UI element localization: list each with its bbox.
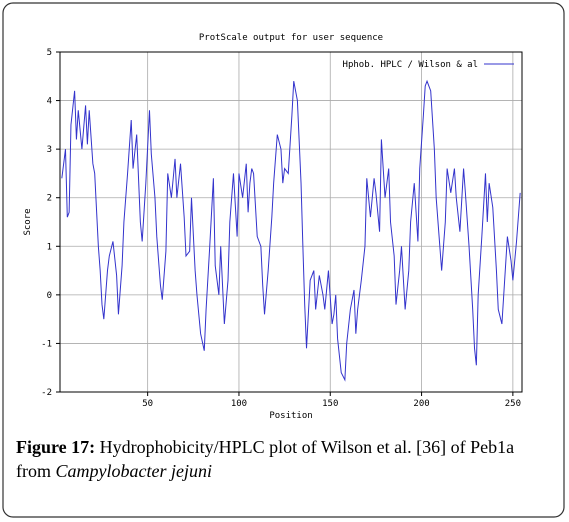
data-line [61,79,521,382]
x-axis-label: Position [269,411,312,421]
plot-frame [59,51,523,393]
legend-label: Hphob. HPLC / Wilson & al [343,60,478,70]
x-tick-label: 150 [322,399,338,409]
y-tick-label: 1 [47,242,52,252]
chart-title: ProtScale output for user sequence [199,33,383,43]
y-tick-label: 2 [47,194,52,204]
y-tick-label: 0 [47,291,52,301]
y-tick-label: 4 [47,97,52,107]
y-tick-label: -2 [41,388,52,398]
plot-area [60,52,522,392]
y-tick-label: 5 [47,48,52,58]
caption-line-1: Figure 17: Hydrophobicity/HPLC plot of W… [16,437,514,457]
x-tick-label: 200 [413,399,429,409]
y-tick-label: -1 [41,339,52,349]
caption-line-2: from Campylobacter jejuni [16,461,212,481]
x-tick-label: 250 [505,399,521,409]
caption-text: from [16,461,56,481]
x-tick-label: 100 [231,399,247,409]
caption-label: Figure 17: [16,437,95,457]
caption-text: Hydrophobicity/HPLC plot of Wilson et al… [95,437,514,457]
y-axis-label: Score [23,208,33,235]
x-tick-label: 50 [142,399,153,409]
caption-species: Campylobacter jejuni [56,461,212,481]
y-tick-label: 3 [47,145,52,155]
